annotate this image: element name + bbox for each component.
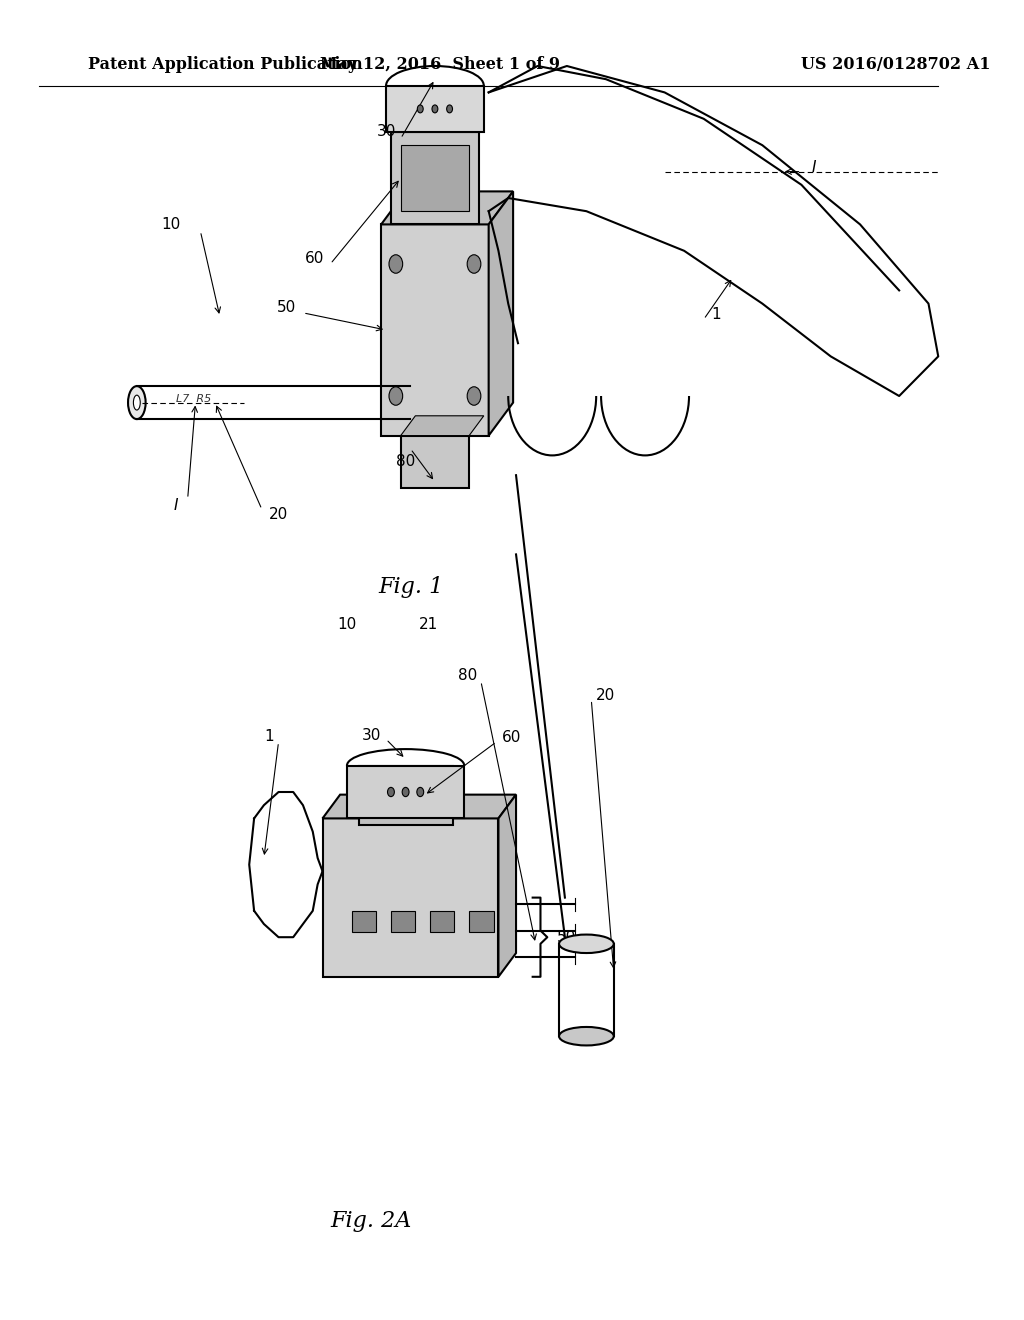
Text: 21: 21 bbox=[419, 616, 437, 632]
Ellipse shape bbox=[389, 255, 402, 273]
Polygon shape bbox=[323, 795, 516, 818]
Ellipse shape bbox=[128, 385, 145, 420]
Polygon shape bbox=[381, 191, 513, 224]
Ellipse shape bbox=[559, 1027, 613, 1045]
Ellipse shape bbox=[446, 104, 453, 112]
Text: 1: 1 bbox=[712, 306, 721, 322]
Text: 1: 1 bbox=[264, 729, 273, 744]
Text: 20: 20 bbox=[268, 507, 288, 523]
Text: 30: 30 bbox=[377, 124, 396, 140]
Bar bbox=[352, 911, 376, 932]
Text: US 2016/0128702 A1: US 2016/0128702 A1 bbox=[802, 57, 991, 73]
Ellipse shape bbox=[133, 395, 140, 411]
Ellipse shape bbox=[467, 255, 481, 273]
Bar bbox=[358, 766, 453, 825]
Text: 20: 20 bbox=[596, 688, 615, 704]
Text: Fig. 1: Fig. 1 bbox=[378, 577, 443, 598]
Ellipse shape bbox=[559, 935, 613, 953]
Bar bbox=[400, 145, 469, 211]
Text: Fig. 2A: Fig. 2A bbox=[331, 1210, 412, 1232]
Bar bbox=[469, 911, 494, 932]
Ellipse shape bbox=[389, 387, 402, 405]
Polygon shape bbox=[400, 416, 483, 436]
Bar bbox=[400, 436, 469, 488]
Bar bbox=[381, 224, 488, 436]
Ellipse shape bbox=[467, 387, 481, 405]
Text: I: I bbox=[811, 160, 816, 176]
Polygon shape bbox=[488, 191, 513, 436]
Ellipse shape bbox=[418, 104, 423, 112]
Ellipse shape bbox=[402, 787, 409, 796]
Bar bbox=[391, 911, 416, 932]
Bar bbox=[430, 911, 455, 932]
Bar bbox=[323, 818, 499, 977]
Text: 60: 60 bbox=[503, 730, 522, 746]
Ellipse shape bbox=[417, 787, 424, 796]
Text: May 12, 2016  Sheet 1 of 9: May 12, 2016 Sheet 1 of 9 bbox=[319, 57, 560, 73]
Text: Patent Application Publication: Patent Application Publication bbox=[88, 57, 362, 73]
Text: 60: 60 bbox=[305, 251, 325, 267]
Bar bbox=[391, 132, 479, 224]
Text: L7  R5: L7 R5 bbox=[176, 393, 211, 404]
Bar bbox=[347, 766, 464, 818]
Text: 80: 80 bbox=[458, 668, 477, 684]
Text: 10: 10 bbox=[162, 216, 181, 232]
Text: I: I bbox=[173, 498, 178, 513]
Text: 10: 10 bbox=[337, 616, 356, 632]
Ellipse shape bbox=[432, 104, 438, 112]
Text: 50: 50 bbox=[557, 929, 577, 945]
Text: 30: 30 bbox=[361, 727, 381, 743]
Polygon shape bbox=[499, 795, 516, 977]
Text: 50: 50 bbox=[276, 300, 296, 315]
Ellipse shape bbox=[387, 787, 394, 796]
Bar bbox=[386, 86, 483, 132]
Text: 80: 80 bbox=[396, 454, 415, 469]
